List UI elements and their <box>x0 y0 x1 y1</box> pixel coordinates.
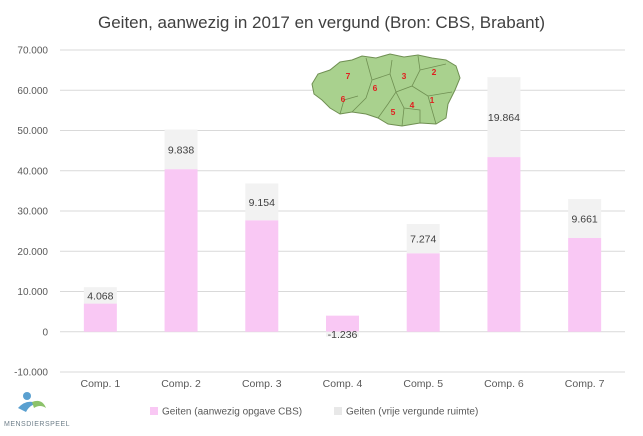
y-tick-label: 70.000 <box>17 46 48 57</box>
brabant-map-inset <box>311 53 461 127</box>
x-tick-label: Comp. 6 <box>484 378 524 390</box>
x-tick-label: Comp. 2 <box>161 378 201 390</box>
bar-present-5 <box>406 253 440 332</box>
bar-present-4 <box>326 315 359 332</box>
gridlines <box>60 49 625 373</box>
map-region-borders <box>339 55 453 127</box>
y-tick-label: 20.000 <box>17 247 48 258</box>
map-region-number: 6 <box>373 83 378 93</box>
data-label-5: 7.274 <box>410 234 436 246</box>
legend-label-present: Geiten (aanwezig opgave CBS) <box>162 407 302 418</box>
bar-present-2 <box>164 169 198 332</box>
y-tick-label: 0 <box>42 327 48 338</box>
bar-free-space-6 <box>487 77 521 158</box>
data-label-6: 19.864 <box>488 112 520 124</box>
bar-free-space-7 <box>568 199 602 238</box>
legend-swatch-free-space <box>334 407 342 415</box>
map-region-number: 3 <box>402 71 407 81</box>
logo-text: MENSDIERSPEEL <box>4 421 70 428</box>
x-tick-label: Comp. 5 <box>403 378 443 390</box>
x-tick-label: Comp. 7 <box>565 378 605 390</box>
y-axis-ticks: -10.000 0 10.000 20.000 30.000 40.000 50.000 60… <box>14 46 48 379</box>
x-axis-ticks: Comp. 1 Comp. 2 Comp. 3 Comp. 4 Comp. 5 Comp.… <box>81 378 605 390</box>
bar-present-6 <box>487 157 521 332</box>
map-region-number: 2 <box>432 67 437 77</box>
mensdierspeel-logo: MENSDIERSPEEL <box>4 392 70 428</box>
data-labels: 4.068 9.838 9.154 -1.236 7.274 19.864 9.661 <box>87 112 598 341</box>
y-tick-label: 40.000 <box>17 166 48 177</box>
bars <box>83 77 602 337</box>
y-tick-label: 50.000 <box>17 126 48 137</box>
map-region-number: 4 <box>410 100 415 110</box>
x-tick-label: Comp. 4 <box>323 378 363 390</box>
map-region-number: 6 <box>341 94 346 104</box>
y-tick-label: 10.000 <box>17 287 48 298</box>
bar-free-space-4 <box>326 331 359 337</box>
y-tick-label: -10.000 <box>14 368 48 379</box>
chart-title: Geiten, aanwezig in 2017 en vergund (Bro… <box>98 13 545 32</box>
y-tick-label: 60.000 <box>17 86 48 97</box>
bar-free-space-1 <box>83 287 117 304</box>
map-region-numbers: 7 3 2 6 6 4 5 1 <box>341 67 437 117</box>
bar-present-3 <box>245 220 279 332</box>
legend: Geiten (aanwezig opgave CBS) Geiten (vri… <box>150 407 478 418</box>
data-label-2: 9.838 <box>168 144 194 156</box>
x-tick-label: Comp. 3 <box>242 378 282 390</box>
data-label-3: 9.154 <box>249 197 275 209</box>
legend-label-free-space: Geiten (vrije vergunde ruimte) <box>346 407 478 418</box>
y-tick-label: 30.000 <box>17 207 48 218</box>
logo-figure-head-icon <box>23 392 31 400</box>
map-region-number: 7 <box>346 71 351 81</box>
logo-animal-icon <box>32 400 46 408</box>
bar-free-space-5 <box>406 223 440 254</box>
data-label-4: -1.236 <box>328 329 358 341</box>
bar-present-1 <box>83 303 117 332</box>
data-label-1: 4.068 <box>87 290 113 302</box>
map-region-number: 5 <box>391 107 396 117</box>
x-tick-label: Comp. 1 <box>81 378 121 390</box>
bar-present-7 <box>568 237 602 332</box>
data-label-7: 9.661 <box>572 214 598 226</box>
bar-free-space-3 <box>245 183 279 221</box>
legend-swatch-present <box>150 407 158 415</box>
bar-free-space-2 <box>164 129 198 170</box>
map-region-number: 1 <box>430 95 435 105</box>
map-region-outline <box>311 53 461 127</box>
